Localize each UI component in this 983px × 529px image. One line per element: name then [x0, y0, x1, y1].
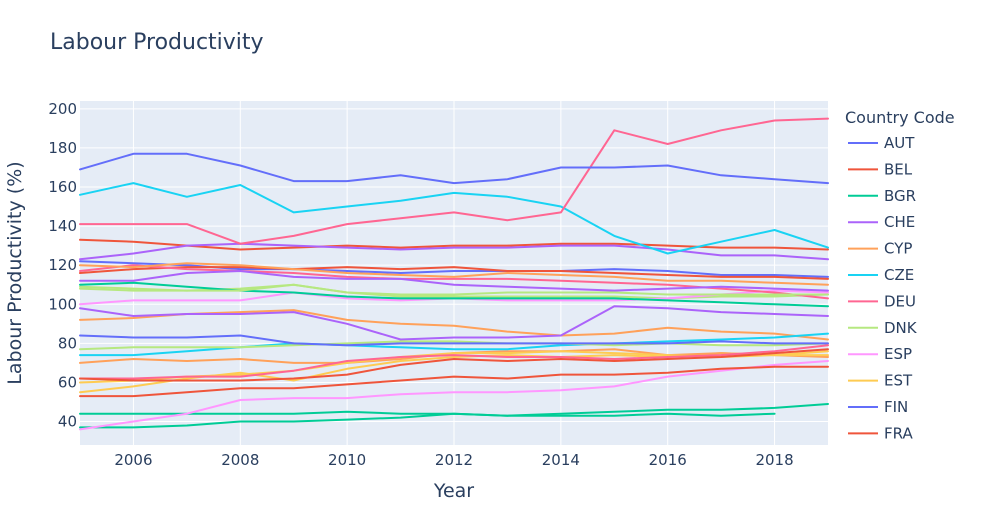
y-tick-label: 80 [58, 334, 77, 352]
legend-item-cze[interactable]: CZE [884, 266, 914, 284]
x-tick-label: 2016 [649, 451, 687, 469]
legend-item-fin[interactable]: FIN [884, 398, 908, 416]
y-axis-ticks: 40 60 80 100 120 140 160 180 200 [48, 100, 77, 431]
series-line-che [79, 242, 829, 261]
y-tick-label: 180 [48, 139, 77, 157]
series-line [79, 348, 829, 382]
y-tick-label: 60 [58, 373, 77, 391]
legend-item-che[interactable]: CHE [884, 213, 915, 231]
legend-item-bel[interactable]: BEL [884, 160, 913, 178]
legend-item-aut[interactable]: AUT [884, 134, 915, 152]
series-line [79, 340, 829, 351]
legend-item-esp[interactable]: ESP [884, 345, 912, 363]
y-tick-label: 140 [48, 217, 77, 235]
series-line [79, 281, 829, 308]
legend-item-cyp[interactable]: CYP [884, 240, 912, 258]
series-line [79, 305, 829, 341]
legend-item-dnk[interactable]: DNK [884, 319, 918, 337]
chart-title: Labour Productivity [50, 30, 264, 55]
series-line [79, 365, 829, 398]
series-line-fin [79, 152, 829, 185]
x-tick-label: 2018 [755, 451, 793, 469]
series-line [79, 283, 829, 296]
legend-title: Country Code [845, 108, 955, 127]
series-line-cze [79, 182, 829, 255]
series-line [79, 344, 829, 380]
x-tick-label: 2010 [328, 451, 366, 469]
series-line [79, 360, 829, 431]
series-line-bel [79, 238, 829, 251]
y-tick-label: 200 [48, 100, 77, 118]
legend: Country Code AUT BEL BGR CHE CYP CZE DEU DNK ESP… [845, 108, 955, 442]
series-lines [79, 117, 829, 431]
series-line-deu [79, 117, 829, 245]
legend-item-est[interactable]: EST [884, 372, 913, 390]
x-axis-ticks: 2006 2008 2010 2012 2014 2016 2018 [114, 451, 793, 469]
series-line [79, 270, 829, 292]
legend-item-fra[interactable]: FRA [884, 424, 913, 442]
series-line [79, 262, 829, 286]
series-line [79, 410, 776, 417]
legend-item-deu[interactable]: DEU [884, 292, 916, 310]
series-line-fra [79, 266, 829, 280]
legend-item-bgr[interactable]: BGR [884, 187, 916, 205]
y-tick-label: 120 [48, 256, 77, 274]
x-tick-label: 2008 [221, 451, 259, 469]
x-tick-label: 2014 [542, 451, 580, 469]
y-axis-title: Labour Productivity (%) [4, 161, 26, 384]
x-tick-label: 2012 [435, 451, 473, 469]
y-tick-label: 100 [48, 295, 77, 313]
x-tick-label: 2006 [114, 451, 152, 469]
series-line [79, 334, 829, 347]
y-tick-label: 40 [58, 413, 77, 431]
x-axis-title: Year [433, 480, 474, 502]
series-line [79, 332, 829, 357]
y-tick-label: 160 [48, 178, 77, 196]
